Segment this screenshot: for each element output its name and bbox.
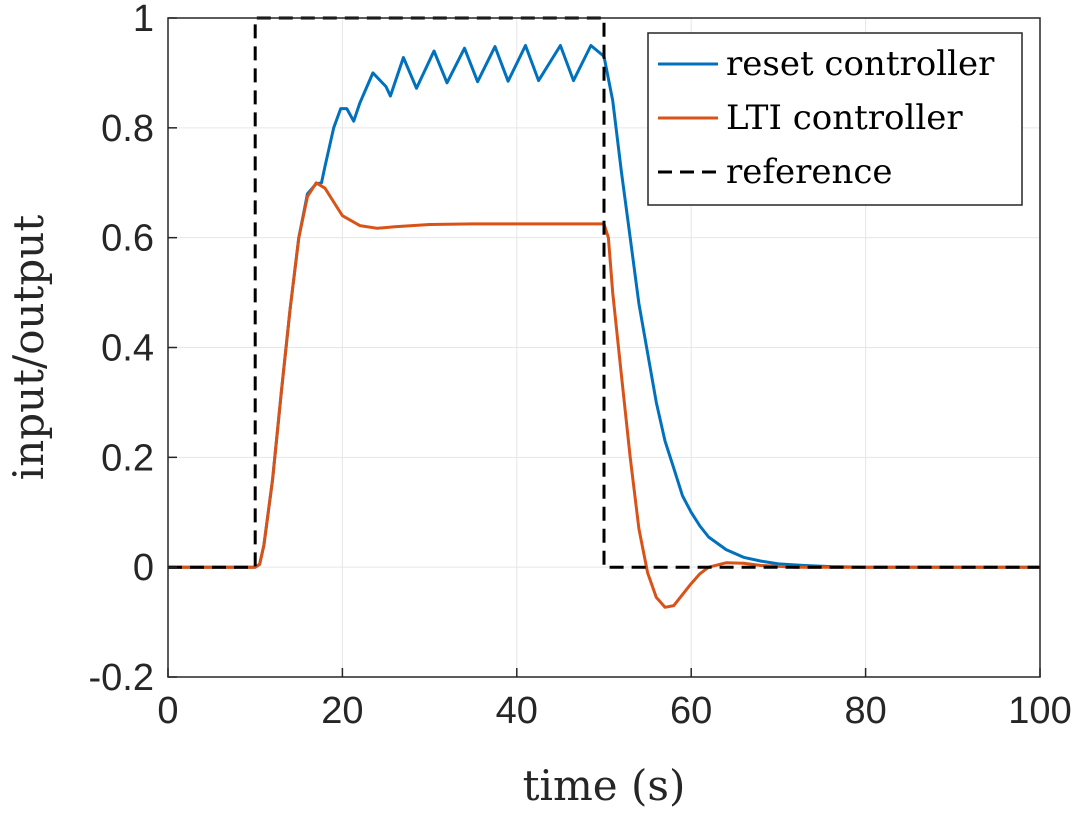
series-line-reference xyxy=(168,16,1040,569)
x-tick-label: 20 xyxy=(321,690,363,732)
plot-series xyxy=(168,16,1040,609)
legend-label: reference xyxy=(726,152,893,192)
y-axis-label: input/output xyxy=(4,215,53,481)
y-tick-label: 0.4 xyxy=(101,328,154,370)
x-axis-ticks: 0 20 40 60 80 100 xyxy=(157,668,1072,732)
legend-label: LTI controller xyxy=(726,98,963,138)
y-axis-ticks: -0.2 0 0.2 0.4 0.6 0.8 1 xyxy=(89,0,177,699)
y-tick-label: 0.2 xyxy=(101,437,154,479)
legend-label: reset controller xyxy=(726,44,995,84)
legend: reset controller LTI controller reference xyxy=(647,32,1023,206)
y-tick-label: 0 xyxy=(133,547,154,589)
y-tick-label: 1 xyxy=(133,0,154,40)
x-tick-label: 0 xyxy=(157,690,178,732)
x-tick-label: 60 xyxy=(670,690,712,732)
x-tick-label: 80 xyxy=(844,690,886,732)
x-axis-label: time (s) xyxy=(523,761,686,810)
x-tick-label: 40 xyxy=(496,690,538,732)
y-tick-label: 0.8 xyxy=(101,108,154,150)
x-tick-label: 100 xyxy=(1008,690,1071,732)
y-tick-label: 0.6 xyxy=(101,218,154,260)
y-tick-label: -0.2 xyxy=(89,657,154,699)
